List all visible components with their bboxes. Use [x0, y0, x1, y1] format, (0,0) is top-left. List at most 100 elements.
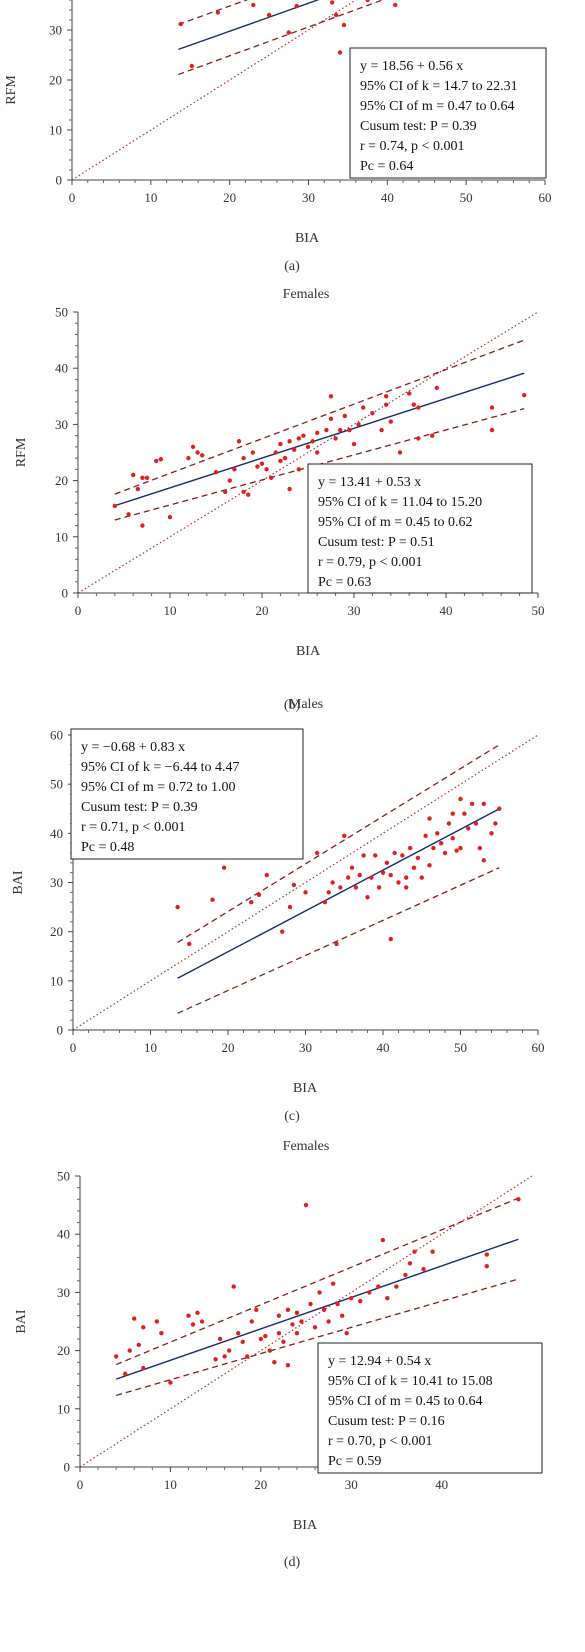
data-point [195, 1310, 200, 1315]
data-point [450, 811, 455, 816]
data-point [227, 478, 232, 483]
stats-box-frame [307, 463, 533, 594]
data-point [384, 402, 389, 407]
x-axis-label: BIA [293, 1081, 318, 1096]
data-point [232, 467, 237, 472]
data-point [231, 1284, 236, 1289]
data-point [215, 10, 221, 15]
data-point [338, 885, 343, 890]
stats-box-frame [349, 47, 547, 179]
data-point [294, 1330, 300, 1336]
ci-line-lower [178, 0, 385, 76]
data-point [280, 929, 285, 934]
stats-line: Pc = 0.59 [328, 1454, 381, 1469]
x-tick-label: 0 [75, 603, 82, 618]
y-tick-label: 20 [49, 73, 62, 88]
data-point [397, 450, 403, 455]
data-point [287, 486, 292, 492]
x-tick-label: 30 [345, 1477, 358, 1492]
data-point [329, 0, 335, 5]
stats-line: y = −0.68 + 0.83 x [81, 740, 185, 755]
data-point [333, 436, 338, 441]
data-point [264, 872, 269, 878]
data-point [154, 1319, 160, 1324]
x-tick-label: 10 [164, 1477, 177, 1492]
stats-line: 95% CI of m = 0.45 to 0.64 [328, 1394, 483, 1409]
data-point [276, 1330, 282, 1336]
stats-line: 95% CI of k = 10.41 to 15.08 [328, 1374, 493, 1389]
stats-line: 95% CI of m = 0.47 to 0.64 [360, 99, 515, 114]
data-point [269, 475, 274, 480]
data-point [278, 458, 283, 464]
y-tick-label: 50 [55, 305, 68, 320]
data-point [200, 453, 205, 458]
data-point [469, 801, 475, 807]
y-tick-label: 10 [49, 123, 62, 138]
stats-box-frame [70, 728, 304, 860]
chart-panel-1: 0 10 20 30 40 50 60 0 10 20 30 y = 18.56 + 0.56 x 95… [4, 0, 552, 274]
data-point [411, 865, 417, 870]
data-point [226, 1348, 232, 1353]
data-point [154, 458, 159, 464]
data-point [321, 1307, 327, 1313]
data-point [249, 899, 254, 905]
panel-label: (b) [284, 698, 301, 713]
data-point [310, 439, 315, 444]
data-point [263, 1333, 268, 1339]
stats-line: Pc = 0.63 [318, 575, 371, 590]
data-point [462, 811, 467, 816]
x-tick-label: 50 [460, 190, 473, 205]
y-tick-label: 50 [50, 777, 63, 792]
data-point [294, 1310, 300, 1315]
data-point [407, 1261, 413, 1266]
data-point [276, 1313, 282, 1318]
data-point [497, 806, 502, 811]
data-point [379, 427, 384, 433]
data-point [286, 30, 291, 35]
data-point [292, 447, 297, 452]
y-tick-label: 20 [55, 473, 68, 488]
data-point [450, 836, 455, 841]
data-point [287, 439, 292, 444]
y-tick-label: 0 [62, 586, 69, 601]
data-point [217, 1336, 223, 1342]
data-point [384, 394, 389, 399]
plot-area [77, 311, 539, 594]
data-point [339, 1313, 345, 1318]
data-point [222, 1354, 227, 1359]
data-point [251, 2, 256, 8]
data-point [411, 402, 416, 407]
ci-line-upper [115, 1197, 519, 1366]
data-point [190, 444, 196, 450]
data-point [353, 885, 359, 890]
data-point [126, 512, 131, 517]
y-tick-label: 40 [50, 826, 63, 841]
stats-box: y = 13.41 + 0.53 x 95% CI of k = 11.04 to… [307, 463, 533, 594]
ci-line-upper [114, 339, 525, 495]
stats-line: Cusum test: P = 0.39 [81, 800, 198, 815]
x-tick-label: 50 [532, 603, 545, 618]
data-point [423, 833, 428, 838]
data-point [489, 427, 495, 433]
data-point [241, 455, 246, 461]
data-point [113, 1354, 119, 1359]
x-tick-label: 0 [69, 190, 76, 205]
data-point [285, 1307, 291, 1313]
data-point [466, 826, 471, 831]
y-tick-label: 20 [57, 1343, 70, 1358]
panel-label: (a) [284, 259, 300, 274]
data-point [281, 1339, 286, 1345]
data-point [415, 855, 421, 861]
data-point [254, 1307, 259, 1313]
y-tick-label: 60 [50, 728, 63, 743]
stats-line: Pc = 0.64 [360, 159, 413, 174]
data-point [412, 1249, 417, 1254]
y-tick-label: 30 [49, 23, 62, 38]
data-point [347, 427, 352, 433]
data-point [481, 858, 486, 863]
data-point [369, 875, 374, 880]
y-tick-label: 40 [55, 361, 68, 376]
data-point [434, 385, 439, 391]
identity-line [77, 311, 539, 594]
data-point [291, 882, 297, 888]
